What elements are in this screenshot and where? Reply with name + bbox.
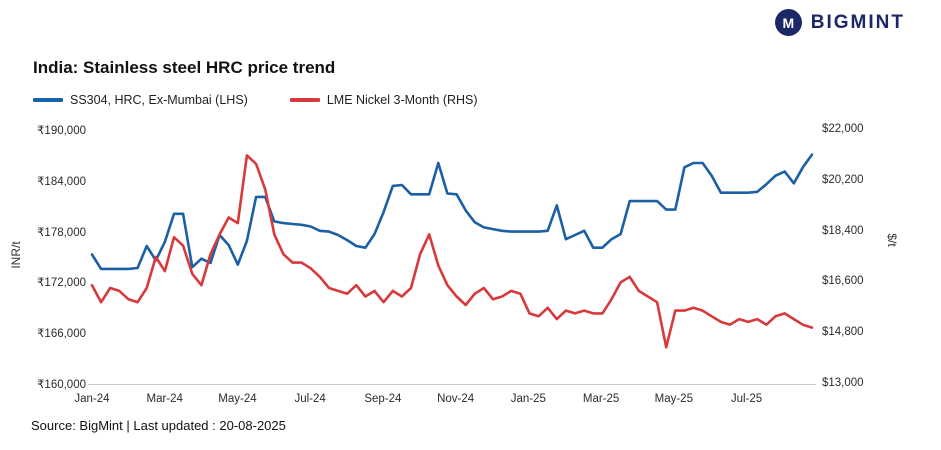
- bigmint-logo: M BIGMINT: [774, 9, 905, 36]
- nickel-price-line: [90, 154, 814, 349]
- x-axis-tick: May-24: [218, 393, 257, 405]
- legend-label-nickel: LME Nickel 3-Month (RHS): [326, 93, 478, 107]
- y-axis-right-tick: $13,000: [822, 377, 864, 389]
- x-axis-tick: Jan-24: [74, 393, 110, 405]
- page-title: India: Stainless steel HRC price trend: [33, 58, 336, 77]
- legend-item-nickel: LME Nickel 3-Month (RHS): [289, 93, 478, 107]
- ss304-line-swatch: [33, 98, 63, 102]
- y-axis-left-tick: ₹190,000: [37, 125, 86, 137]
- legend-item-ss304: SS304, HRC, Ex-Mumbai (LHS): [33, 93, 248, 107]
- chart-legend: SS304, HRC, Ex-Mumbai (LHS) LME Nickel 3…: [33, 93, 478, 107]
- x-axis-tick: Mar-25: [582, 393, 620, 405]
- y-axis-right-tick: $20,200: [822, 173, 864, 186]
- x-axis-tick: Jul-24: [294, 393, 326, 405]
- x-axis-tick: Mar-24: [146, 393, 183, 405]
- legend-label-ss304: SS304, HRC, Ex-Mumbai (LHS): [70, 93, 248, 107]
- y-axis-left-tick: ₹166,000: [37, 328, 86, 341]
- source-note: Source: BigMint | Last updated : 20-08-2…: [31, 418, 286, 433]
- y-axis-left-tick: ₹184,000: [37, 175, 86, 188]
- bigmint-logo-text: BIGMINT: [810, 11, 905, 33]
- x-axis-tick: Nov-24: [437, 393, 475, 405]
- x-axis-tick: Jul-25: [730, 393, 763, 405]
- x-axis-tick: May-25: [654, 393, 693, 405]
- y-axis-right-tick: $14,800: [822, 326, 864, 339]
- y-axis-right-tick: $16,600: [822, 275, 864, 288]
- y-axis-left-tick: ₹172,000: [37, 277, 86, 290]
- y-axis-left-tick: ₹178,000: [37, 226, 86, 239]
- x-axis-tick: Jan-25: [510, 393, 546, 405]
- bigmint-logo-icon: M: [774, 9, 802, 36]
- y-axis-title-right: $/t: [885, 233, 899, 247]
- x-axis-tick: Sep-24: [364, 393, 402, 405]
- y-axis-right-tick: $18,400: [822, 224, 864, 237]
- y-axis-right-tick: $22,000: [822, 123, 864, 135]
- ss304-price-line: [90, 153, 814, 271]
- y-axis-left-tick: ₹160,000: [37, 379, 86, 391]
- nickel-line-swatch: [289, 98, 320, 102]
